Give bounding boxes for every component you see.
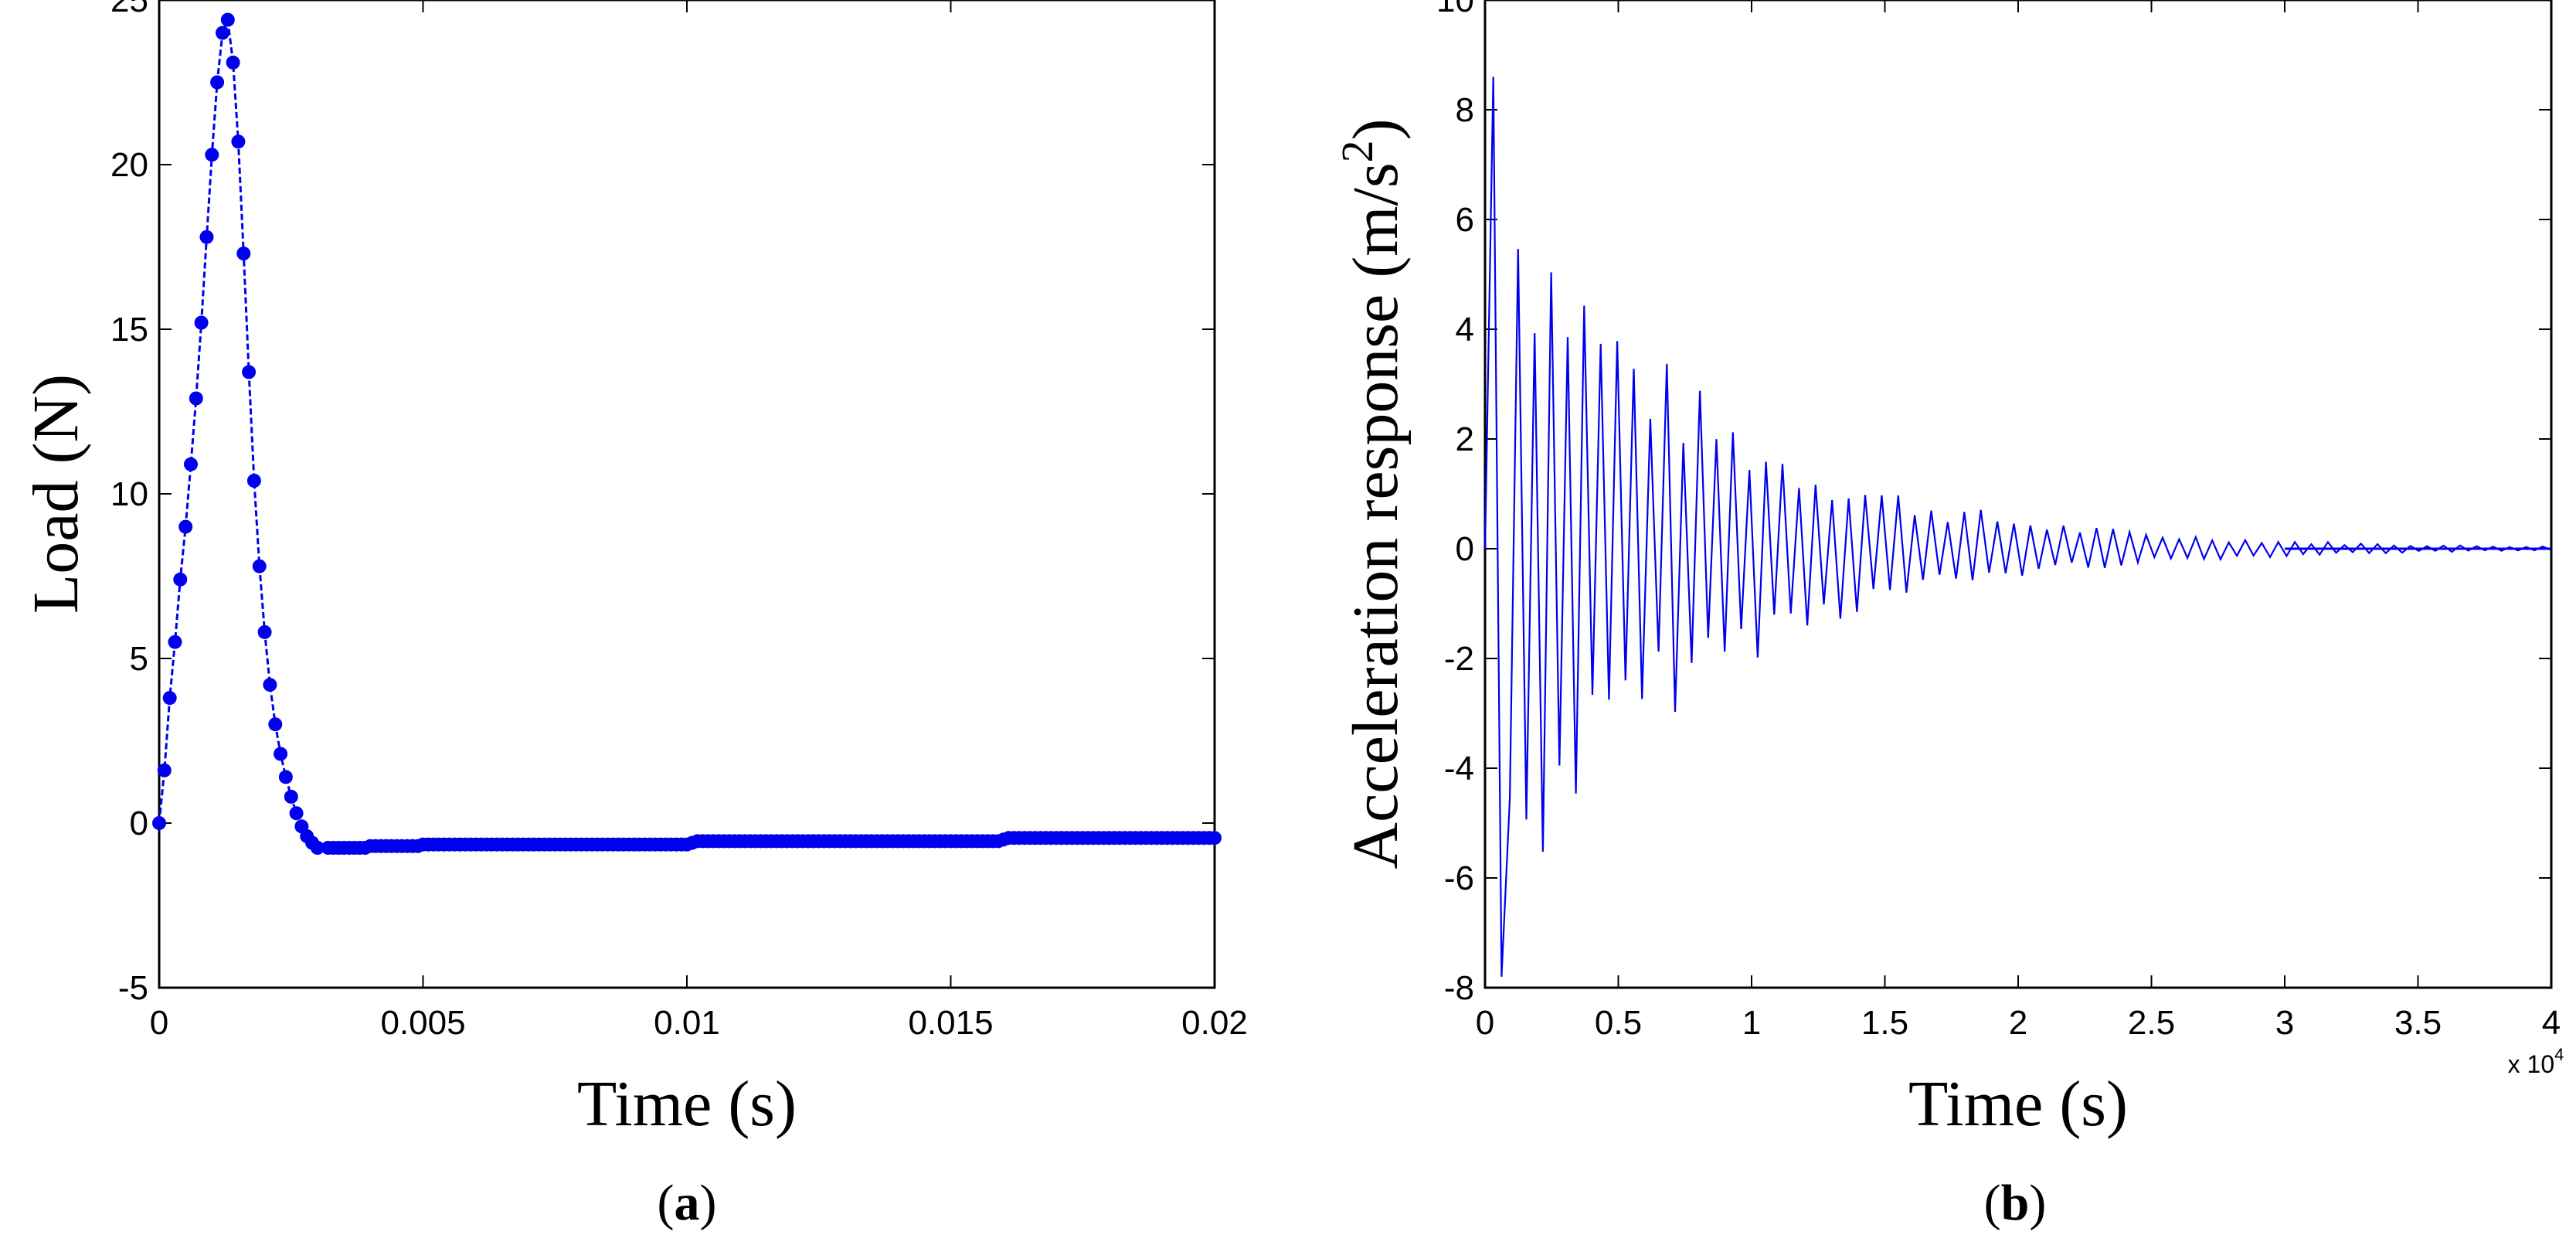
a-y-tick-label: 0 (130, 805, 148, 842)
a-x-tick-label: 0.005 (380, 1004, 465, 1042)
panel-a-x-axis-label: Time (s) (577, 1068, 797, 1140)
load-data-point (246, 474, 261, 488)
a-y-tick-label: 10 (110, 475, 148, 513)
b-x-tick-label: 0.5 (1595, 1004, 1642, 1042)
load-data-point (226, 55, 240, 70)
panel-b-x-multiplier: x 104 (2508, 1045, 2564, 1078)
load-data-point (274, 747, 288, 761)
b-x-tick-label: 3 (2275, 1004, 2294, 1042)
load-data-point (263, 678, 277, 692)
load-data-point (210, 75, 225, 90)
b-x-tick-label: 4 (2542, 1004, 2561, 1042)
b-y-tick-label: 10 (1436, 0, 1474, 19)
load-data-point (284, 789, 298, 804)
load-data-point (268, 717, 283, 732)
a-y-tick-label: 15 (110, 311, 148, 349)
load-data-point (157, 763, 172, 777)
b-y-tick-label: 2 (1456, 420, 1474, 458)
panel-b-x-multiplier-exp: 4 (2554, 1045, 2564, 1064)
b-y-tick-label: -2 (1444, 640, 1474, 678)
panel-b-y-axis-label-tail: ) (1340, 118, 1412, 140)
load-data-point (184, 457, 198, 471)
load-data-point (205, 148, 219, 162)
a-y-tick-label: -5 (118, 969, 148, 1007)
load-data-point (252, 559, 267, 573)
a-x-tick-label: 0.01 (654, 1004, 720, 1042)
load-data-point (220, 12, 235, 27)
b-y-tick-label: 6 (1456, 201, 1474, 239)
load-data-point (178, 519, 193, 534)
panel-a-series (152, 12, 1222, 855)
load-data-point (194, 315, 209, 330)
panel-a-caption: (a) (658, 1175, 717, 1231)
load-data-point (168, 635, 182, 649)
acceleration-series-line (1483, 77, 2552, 977)
panel-a-y-axis-label: Load (N) (20, 374, 92, 614)
load-data-point (216, 26, 229, 40)
load-data-point (236, 247, 251, 260)
b-x-tick-label: 1 (1742, 1004, 1761, 1042)
b-y-tick-label: 0 (1456, 530, 1474, 568)
load-data-point (1208, 831, 1222, 845)
load-data-point (257, 624, 272, 639)
load-data-point (152, 816, 166, 830)
load-data-point (199, 230, 214, 244)
panel-b-x-axis-label: Time (s) (1908, 1068, 2128, 1140)
panel-b-plot-frame (1483, 0, 2553, 989)
load-data-point (289, 806, 304, 821)
b-y-tick-label: -6 (1444, 859, 1474, 897)
panel-b-acceleration-plot: 0 0.5 1 1.5 2 2.5 3 3.5 4 -8 -6 -4 -2 0 2 4 6 8 10 Time (s… (1332, 0, 2564, 1231)
panel-b-y-axis-label-main: Acceleration response (m/s (1340, 162, 1412, 869)
panel-b-caption-letter: b (2001, 1175, 2030, 1231)
b-y-tick-label: -4 (1444, 750, 1474, 788)
load-data-point (162, 691, 177, 706)
panel-b-y-axis-label: Acceleration response (m/s2) (1332, 118, 1412, 869)
load-data-point (189, 391, 203, 406)
b-y-tick-label: 8 (1456, 91, 1474, 129)
b-x-tick-label: 1.5 (1861, 1004, 1908, 1042)
load-data-point (310, 841, 325, 855)
b-y-tick-label: 4 (1456, 311, 1474, 349)
b-y-tick-label: -8 (1444, 969, 1474, 1007)
a-x-tick-label: 0.02 (1181, 1004, 1248, 1042)
panel-b-tick-labels: 0 0.5 1 1.5 2 2.5 3 3.5 4 -8 -6 -4 -2 0 2 4 6 8 10 (1436, 0, 2561, 1042)
panel-b-y-axis-label-sup: 2 (1332, 140, 1382, 162)
panel-b-caption: (b) (1984, 1175, 2047, 1231)
load-data-point (278, 770, 293, 784)
load-data-point (231, 134, 246, 149)
load-data-point (242, 365, 257, 379)
a-x-tick-label: 0 (150, 1004, 168, 1042)
panel-a-caption-letter: a (675, 1175, 700, 1231)
panel-b-x-multiplier-prefix: x 10 (2508, 1050, 2554, 1078)
b-x-tick-label: 2 (2009, 1004, 2027, 1042)
b-x-tick-label: 2.5 (2128, 1004, 2175, 1042)
panel-b-ticks (1484, 0, 2552, 988)
a-y-tick-label: 5 (130, 640, 148, 678)
a-x-tick-label: 0.015 (908, 1004, 993, 1042)
b-x-tick-label: 0 (1476, 1004, 1494, 1042)
b-x-tick-label: 3.5 (2394, 1004, 2442, 1042)
panel-b-series (1483, 77, 2552, 977)
load-series-line (158, 19, 1215, 849)
load-data-point (173, 572, 188, 587)
a-y-tick-label: 25 (110, 0, 148, 19)
a-y-tick-label: 20 (110, 146, 148, 184)
